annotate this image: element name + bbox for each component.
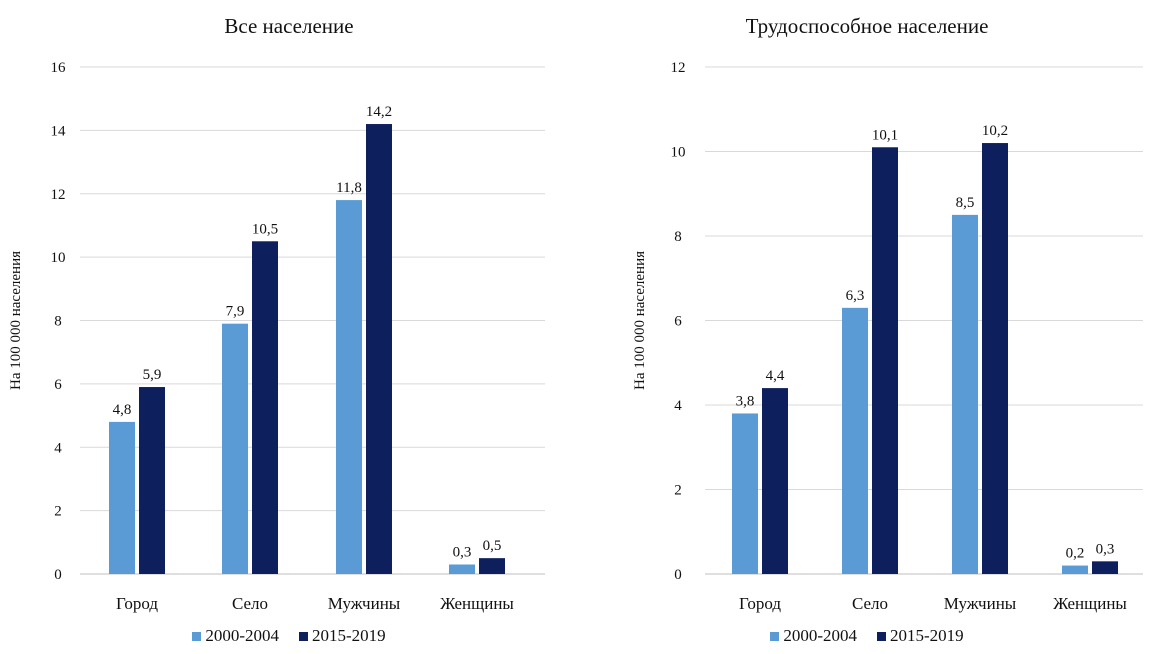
x-tick-label: Мужчины [328, 594, 401, 613]
y-tick-label: 4 [54, 440, 62, 456]
legend-item-series-2: 2015-2019 [299, 626, 386, 646]
y-tick-label: 12 [51, 187, 66, 203]
y-tick-label: 8 [54, 314, 62, 330]
bar-series-1 [1062, 565, 1088, 574]
data-label: 11,8 [336, 180, 362, 196]
y-tick-label: 0 [674, 567, 682, 583]
bar-series-1 [222, 323, 248, 574]
data-label: 8,5 [956, 195, 975, 211]
y-tick-label: 6 [54, 377, 62, 393]
data-label: 4,8 [113, 402, 132, 418]
bar-series-2 [982, 143, 1008, 575]
chart-all-population: Все население 0 2 4 6 8 10 12 14 16 На 100 000 на… [0, 0, 578, 654]
bar-series-2 [762, 388, 788, 574]
legend-item-series-1: 2000-2004 [770, 626, 857, 646]
data-label: 10,5 [252, 221, 278, 237]
chart-plot-area: 0 2 4 6 8 10 12 14 16 На 100 000 населения 4,8 5,9 Г… [8, 60, 545, 613]
bar-series-2 [872, 147, 898, 574]
y-tick-label: 2 [674, 483, 682, 499]
y-tick-label: 10 [671, 145, 686, 161]
y-tick-label: 2 [54, 504, 62, 520]
legend-label: 2000-2004 [205, 626, 279, 645]
y-tick-label: 8 [674, 229, 682, 245]
y-tick-label: 0 [54, 567, 62, 583]
y-axis-label: На 100 000 населения [8, 251, 24, 390]
chart-plot-area: 0 2 4 6 8 10 12 На 100 000 населения 3,8 4,4 Город… [632, 60, 1143, 613]
y-tick-label: 4 [674, 398, 682, 414]
legend-label: 2000-2004 [783, 626, 857, 645]
bar-series-1 [109, 421, 135, 574]
bar-series-1 [336, 200, 362, 574]
chart-title: Все население [224, 14, 354, 38]
data-label: 0,5 [483, 538, 502, 554]
data-label: 3,8 [736, 393, 755, 409]
chart-title: Трудоспособное население [745, 14, 989, 38]
bar-series-2 [479, 558, 505, 574]
bar-series-2 [139, 387, 165, 574]
bar-series-1 [952, 214, 978, 574]
y-tick-label: 14 [51, 123, 67, 139]
bar-series-2 [1092, 561, 1118, 574]
legend-label: 2015-2019 [890, 626, 964, 645]
y-tick-label: 16 [51, 60, 67, 76]
data-label: 10,1 [872, 127, 898, 143]
bar-series-1 [732, 413, 758, 574]
x-tick-label: Мужчины [944, 594, 1017, 613]
y-tick-label: 12 [671, 60, 686, 76]
data-label: 14,2 [366, 104, 392, 120]
legend-swatch [299, 631, 308, 641]
x-tick-label: Женщины [1053, 594, 1127, 613]
x-tick-label: Село [852, 594, 888, 613]
bar-series-1 [842, 307, 868, 574]
y-tick-label: 10 [51, 250, 66, 266]
legend-swatch [192, 631, 202, 641]
legend-swatch [770, 631, 780, 641]
data-label: 0,3 [453, 544, 472, 560]
x-tick-label: Село [232, 594, 268, 613]
data-label: 0,2 [1066, 546, 1085, 562]
bar-series-2 [366, 124, 392, 574]
chart-legend: 2000-2004 2015-2019 [0, 626, 578, 646]
legend-label: 2015-2019 [312, 626, 386, 645]
data-label: 10,2 [982, 123, 1008, 139]
legend-item-series-1: 2000-2004 [192, 626, 279, 646]
y-axis-label: На 100 000 населения [632, 251, 648, 390]
x-tick-label: Город [116, 594, 158, 613]
legend-item-series-2: 2015-2019 [877, 626, 964, 646]
data-label: 4,4 [766, 368, 785, 384]
y-tick-label: 6 [674, 314, 682, 330]
data-label: 7,9 [226, 304, 245, 320]
bar-series-1 [449, 564, 475, 574]
data-label: 5,9 [143, 367, 162, 383]
data-label: 0,3 [1096, 541, 1115, 557]
chart-legend: 2000-2004 2015-2019 [578, 626, 1156, 646]
legend-swatch [877, 631, 886, 641]
chart-working-age-population: Трудоспособное население 0 2 4 6 8 10 12 На 100… [578, 0, 1156, 654]
x-tick-label: Женщины [440, 594, 514, 613]
x-tick-label: Город [739, 594, 781, 613]
bar-series-2 [252, 241, 278, 574]
data-label: 6,3 [846, 288, 865, 304]
